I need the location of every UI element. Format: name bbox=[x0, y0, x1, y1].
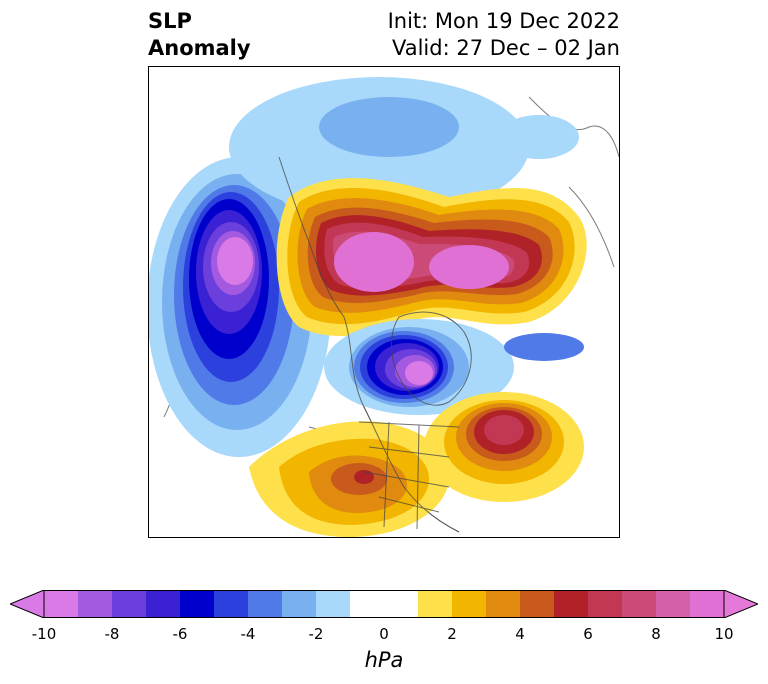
colorbar-segment bbox=[350, 590, 385, 618]
colorbar-segment bbox=[146, 590, 181, 618]
colorbar-segment bbox=[44, 590, 79, 618]
colorbar-units: hPa bbox=[364, 648, 404, 672]
colorbar-segment bbox=[622, 590, 657, 618]
colorbar-segment bbox=[316, 590, 351, 618]
colorbar-segment bbox=[180, 590, 215, 618]
colorbar-tick-label: 10 bbox=[714, 625, 734, 643]
anomaly-map bbox=[148, 66, 620, 538]
colorbar-tick-label: 0 bbox=[379, 625, 389, 643]
colorbar-tick-label: 2 bbox=[447, 625, 457, 643]
colorbar-outline bbox=[43, 590, 725, 618]
colorbar-segment bbox=[282, 590, 317, 618]
colorbar-segment bbox=[248, 590, 283, 618]
title-variable-line1: SLP bbox=[148, 9, 192, 33]
colorbar bbox=[10, 590, 758, 618]
colorbar-tick-label: 4 bbox=[515, 625, 525, 643]
colorbar-segment bbox=[486, 590, 521, 618]
colorbar-extend-over bbox=[723, 590, 758, 618]
colorbar-segment bbox=[78, 590, 113, 618]
colorbar-segment bbox=[418, 590, 453, 618]
colorbar-tick-label: 8 bbox=[651, 625, 661, 643]
colorbar-extend-under bbox=[10, 590, 45, 618]
colorbar-segment bbox=[112, 590, 147, 618]
colorbar-tick-label: -2 bbox=[308, 625, 324, 643]
colorbar-tick-label: -6 bbox=[172, 625, 188, 643]
colorbar-segment bbox=[520, 590, 555, 618]
colorbar-segment bbox=[452, 590, 487, 618]
colorbar-segment bbox=[554, 590, 589, 618]
init-date: Init: Mon 19 Dec 2022 bbox=[387, 9, 620, 33]
valid-period: Valid: 27 Dec – 02 Jan bbox=[391, 36, 620, 60]
colorbar-segment bbox=[384, 590, 419, 618]
map-title: SLP Anomaly bbox=[148, 8, 251, 62]
map-dates: Init: Mon 19 Dec 2022 Valid: 27 Dec – 02… bbox=[388, 8, 620, 62]
arctic-high-contours bbox=[276, 178, 587, 337]
colorbar-segment bbox=[690, 590, 725, 618]
colorbar-segment bbox=[214, 590, 249, 618]
hudson-low-contours bbox=[324, 319, 584, 415]
us-high-contours bbox=[249, 421, 449, 537]
colorbar-tick-label: -8 bbox=[104, 625, 120, 643]
colorbar-segment bbox=[588, 590, 623, 618]
arctic-low-contours bbox=[229, 77, 579, 217]
atlantic-high-contours bbox=[424, 392, 584, 502]
colorbar-tick-label: 6 bbox=[583, 625, 593, 643]
colorbar-segment bbox=[656, 590, 691, 618]
colorbar-tick-label: -4 bbox=[240, 625, 256, 643]
colorbar-tick-label: -10 bbox=[31, 625, 57, 643]
title-variable-line2: Anomaly bbox=[148, 36, 251, 60]
